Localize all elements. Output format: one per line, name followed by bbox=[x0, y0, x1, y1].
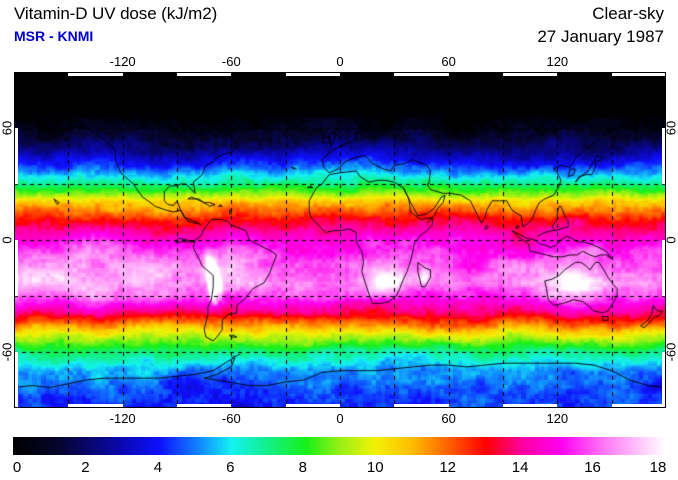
colorbar-tick-0: 0 bbox=[12, 459, 22, 476]
x-tick-bottom-2: 0 bbox=[336, 411, 344, 426]
colorbar-tick-1: 2 bbox=[81, 459, 90, 476]
x-tick-top-1: -60 bbox=[221, 54, 241, 69]
colorbar-gradient bbox=[13, 437, 665, 455]
map-figure bbox=[14, 72, 666, 408]
colorbar-tick-6: 12 bbox=[439, 459, 456, 476]
sky-condition-label: Clear-sky bbox=[592, 4, 664, 23]
y-tick-right-2: -60 bbox=[663, 342, 678, 362]
colorbar-tick-5: 10 bbox=[366, 459, 384, 476]
x-tick-top-4: 120 bbox=[546, 54, 569, 69]
y-tick-left-2: -60 bbox=[0, 342, 15, 362]
page-title: Vitamin-D UV dose (kJ/m2) bbox=[14, 4, 218, 23]
y-tick-right-1: 0 bbox=[663, 236, 678, 244]
colorbar-tick-8: 16 bbox=[584, 459, 601, 476]
y-tick-right-0: 60 bbox=[663, 120, 678, 136]
x-tick-top-3: 60 bbox=[441, 54, 456, 69]
colorbar-tick-7: 14 bbox=[511, 459, 529, 476]
colorbar-tick-2: 4 bbox=[153, 459, 163, 476]
data-source-label: MSR - KNMI bbox=[14, 28, 94, 44]
colorbar bbox=[13, 437, 665, 455]
x-tick-bottom-0: -120 bbox=[109, 411, 136, 426]
colorbar-tick-9: 18 bbox=[649, 459, 667, 476]
x-tick-bottom-1: -60 bbox=[221, 411, 241, 426]
uv-dose-world-heatmap bbox=[14, 72, 666, 408]
y-tick-left-0: 60 bbox=[0, 120, 15, 136]
colorbar-tick-3: 6 bbox=[226, 459, 235, 476]
y-tick-left-1: 0 bbox=[0, 236, 15, 244]
x-tick-bottom-3: 60 bbox=[441, 411, 456, 426]
x-tick-bottom-4: 120 bbox=[546, 411, 569, 426]
date-label: 27 January 1987 bbox=[537, 27, 664, 46]
figure-header: Vitamin-D UV dose (kJ/m2) MSR - KNMI Cle… bbox=[0, 0, 678, 60]
x-tick-top-2: 0 bbox=[336, 54, 344, 69]
colorbar-tick-4: 8 bbox=[298, 459, 307, 476]
x-tick-top-0: -120 bbox=[109, 54, 136, 69]
